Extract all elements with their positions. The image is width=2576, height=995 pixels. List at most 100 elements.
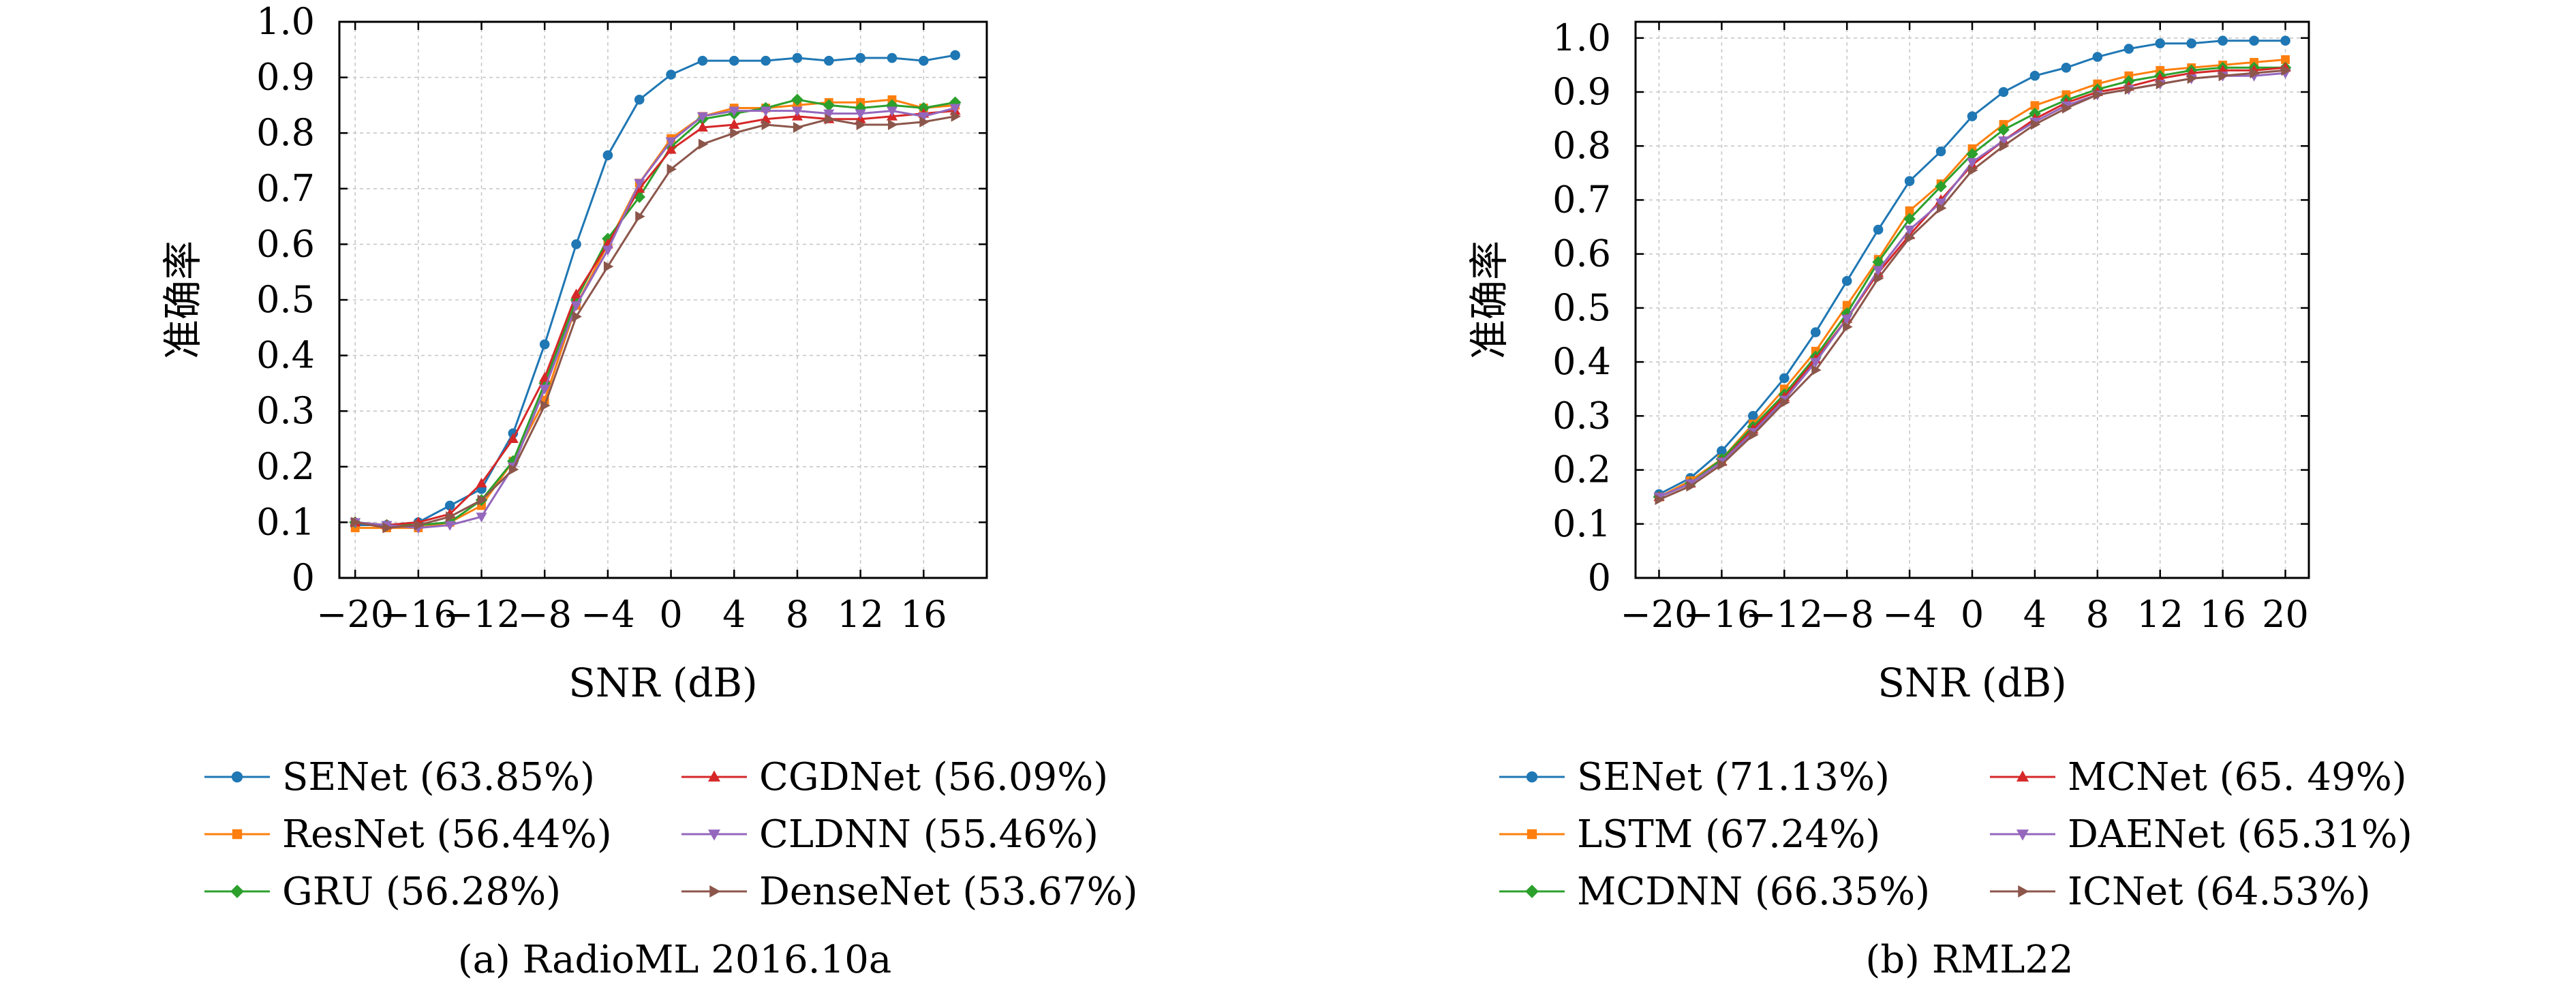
data-point xyxy=(2030,119,2041,130)
y-tick-label: 0.9 xyxy=(256,56,315,99)
legend-item: SENet (71.13%) xyxy=(1499,755,1890,799)
legend-marker xyxy=(708,770,720,782)
y-tick-label: 0.2 xyxy=(256,445,315,488)
x-tick-label: −4 xyxy=(581,593,635,636)
x-tick-label: −4 xyxy=(1882,593,1937,636)
legend-item: DenseNet (53.67%) xyxy=(681,870,1138,914)
data-point xyxy=(2123,44,2134,54)
data-point xyxy=(886,106,898,117)
data-point xyxy=(2061,102,2072,114)
x-tick-label: −8 xyxy=(1820,593,1874,636)
data-point xyxy=(2156,78,2166,90)
data-point xyxy=(666,164,677,175)
x-tick-label: 16 xyxy=(900,593,947,636)
data-point xyxy=(634,179,645,189)
legend-marker xyxy=(2018,885,2029,898)
data-point xyxy=(2186,38,2196,48)
data-point xyxy=(1967,157,1978,168)
y-tick-label: 0.4 xyxy=(1552,340,1611,383)
grid xyxy=(1636,22,2309,579)
data-point xyxy=(950,50,960,61)
x-axis-label: SNR (dB) xyxy=(1877,660,2067,706)
data-point xyxy=(414,519,425,531)
data-point xyxy=(635,211,645,222)
x-tick-label: 8 xyxy=(786,593,809,636)
series-5 xyxy=(1655,65,2291,506)
data-point xyxy=(1937,202,1947,214)
x-tick-label: 0 xyxy=(1961,593,1984,636)
data-point xyxy=(2218,35,2228,46)
y-tick-label: 0.1 xyxy=(1552,502,1611,545)
data-point xyxy=(351,517,361,528)
data-point xyxy=(444,521,456,531)
data-point xyxy=(854,102,867,114)
y-tick-label: 0.3 xyxy=(1552,394,1611,437)
y-axis-label: 准确率 xyxy=(1466,241,1512,359)
data-point xyxy=(855,52,865,63)
data-point xyxy=(1841,314,1853,325)
data-point xyxy=(666,70,676,80)
data-point xyxy=(823,99,835,112)
series-line xyxy=(355,54,955,526)
y-tick-label: 1.0 xyxy=(256,0,315,43)
data-point xyxy=(2092,52,2103,62)
y-tick-label: 0.7 xyxy=(256,167,315,210)
data-point xyxy=(2187,73,2198,85)
x-tick-label: 12 xyxy=(837,593,884,636)
chart-panel-b: −20−16−12−8 −4 0 4 8 12 16 2000.10.20.30.40.50.… xyxy=(1466,16,2412,982)
y-tick-label: 0.9 xyxy=(1552,70,1611,113)
legend-label: DenseNet (53.67%) xyxy=(759,870,1138,914)
data-point xyxy=(791,93,803,106)
x-tick-label: 12 xyxy=(2136,593,2183,636)
data-point xyxy=(1842,301,1852,310)
y-tick-label: 0.6 xyxy=(256,222,315,265)
y-tick-label: 1.0 xyxy=(1552,16,1611,59)
data-point xyxy=(665,137,677,147)
data-point xyxy=(823,55,834,66)
y-tick-label: 0.4 xyxy=(256,334,315,377)
legend-label: GRU (56.28%) xyxy=(282,870,561,914)
legend-item: ICNet (64.53%) xyxy=(1990,870,2371,914)
x-tick-label: −16 xyxy=(380,593,457,636)
data-point xyxy=(949,104,961,114)
data-point xyxy=(792,52,803,63)
x-tick-label: 8 xyxy=(2086,593,2109,636)
data-point xyxy=(507,433,519,443)
data-point xyxy=(1655,494,1665,506)
data-point xyxy=(823,109,835,120)
y-tick-label: 0.3 xyxy=(256,389,315,432)
data-point xyxy=(1749,429,1759,441)
series-3 xyxy=(350,105,961,530)
series-line xyxy=(354,115,955,530)
data-point xyxy=(2280,35,2290,46)
legend-item: DAENet (65.31%) xyxy=(1990,812,2412,857)
x-tick-label: −16 xyxy=(1683,593,1760,636)
data-point xyxy=(1843,321,1853,333)
legend-item: LSTM (67.24%) xyxy=(1499,812,1880,857)
y-tick-label: 0.8 xyxy=(256,111,315,154)
data-point xyxy=(887,119,898,130)
data-point xyxy=(1810,327,1821,337)
legend-marker xyxy=(231,771,243,783)
legend-item: SENet (63.85%) xyxy=(204,755,595,799)
data-point xyxy=(951,110,962,122)
y-tick-label: 0.1 xyxy=(256,500,315,543)
data-point xyxy=(2030,101,2040,110)
series-line xyxy=(355,110,955,527)
legend-label: LSTM (67.24%) xyxy=(1577,812,1880,857)
data-point xyxy=(760,106,771,117)
data-point xyxy=(1905,232,1916,243)
data-point xyxy=(570,288,582,298)
y-tick-label: 0 xyxy=(292,556,315,599)
data-point xyxy=(539,339,550,350)
legend-marker xyxy=(1525,885,1539,898)
legend: SENet (63.85%) ResNet (56.44%) GRU (56.28%… xyxy=(204,755,1138,914)
data-point xyxy=(1873,266,1884,276)
legend-label: MCNet (65. 49%) xyxy=(2068,755,2407,799)
x-tick-label: −8 xyxy=(517,593,572,636)
data-point xyxy=(2250,67,2260,79)
data-point xyxy=(603,261,614,273)
data-point xyxy=(1905,206,1914,215)
data-point xyxy=(1780,397,1790,408)
data-point xyxy=(476,477,487,488)
